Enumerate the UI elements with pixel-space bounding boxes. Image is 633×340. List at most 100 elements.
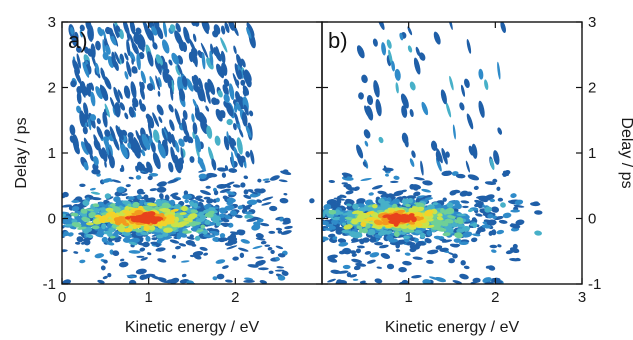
- peak-mark: [178, 243, 187, 247]
- y-tick-label: 2: [588, 80, 596, 97]
- noise-mark: [255, 256, 264, 259]
- noise-mark: [448, 252, 455, 256]
- peak-mark: [426, 230, 433, 236]
- streak-mark: [126, 60, 132, 78]
- streak-mark: [126, 26, 131, 42]
- streak-mark: [246, 22, 255, 37]
- noise-mark: [406, 195, 417, 200]
- peak-mark: [86, 208, 94, 212]
- streak-mark: [177, 63, 183, 76]
- peak-mark: [136, 194, 142, 200]
- peak-mark: [37, 220, 47, 225]
- peak-mark: [199, 246, 208, 251]
- peak-mark: [333, 211, 344, 215]
- streak-mark: [153, 22, 160, 32]
- noise-mark: [269, 175, 280, 181]
- streak-mark: [436, 157, 442, 172]
- peak-mark: [515, 219, 525, 226]
- peak-mark: [194, 235, 201, 241]
- streak-mark: [138, 52, 145, 60]
- streak-mark: [83, 161, 89, 171]
- peak-mark: [322, 220, 328, 225]
- peak-mark: [449, 243, 459, 248]
- streak-mark: [436, 147, 443, 164]
- noise-mark: [351, 253, 357, 257]
- streak-mark: [128, 106, 135, 118]
- peak-mark: [284, 225, 293, 230]
- streak-mark: [415, 46, 421, 57]
- peak-mark: [109, 235, 116, 239]
- streak-mark: [95, 40, 101, 51]
- streak-mark: [139, 86, 145, 100]
- peak-mark: [414, 237, 419, 243]
- noise-mark: [369, 252, 380, 258]
- y-tick-label: 1: [48, 145, 56, 162]
- peak-mark: [471, 237, 478, 243]
- peak-mark: [164, 194, 170, 201]
- noise-mark: [259, 259, 266, 265]
- streak-mark: [169, 24, 176, 32]
- noise-mark: [157, 258, 167, 263]
- noise-mark: [398, 266, 407, 273]
- peak-mark: [51, 196, 60, 202]
- streak-mark: [118, 28, 124, 40]
- peak-mark: [395, 242, 401, 249]
- noise-mark: [128, 250, 141, 254]
- noise-mark: [350, 250, 357, 255]
- streak-mark: [489, 158, 495, 171]
- noise-mark: [356, 245, 365, 249]
- peak-mark: [122, 210, 132, 215]
- streak-mark: [182, 109, 188, 121]
- streak-mark: [97, 26, 104, 37]
- streak-mark: [224, 165, 229, 171]
- streak-mark: [147, 51, 154, 67]
- peak-mark: [128, 241, 138, 246]
- peak-mark: [309, 198, 315, 204]
- peak-mark: [395, 209, 406, 214]
- streak-mark: [362, 161, 367, 168]
- streak-mark: [460, 84, 466, 97]
- streak-mark: [103, 76, 112, 90]
- streak-mark: [191, 47, 198, 57]
- streak-mark: [465, 160, 470, 173]
- peak-mark: [147, 197, 156, 203]
- streak-mark: [185, 31, 190, 40]
- streak-mark: [95, 62, 100, 75]
- peak-mark: [355, 231, 362, 238]
- noise-mark: [147, 252, 152, 256]
- x-tick-label: 0: [58, 289, 66, 306]
- streak-mark: [194, 134, 202, 153]
- peak-mark: [439, 247, 449, 252]
- streak-mark: [440, 89, 447, 105]
- streak-mark: [119, 142, 128, 159]
- noise-mark: [89, 187, 96, 191]
- noise-mark: [395, 249, 401, 252]
- streak-mark: [124, 71, 129, 80]
- streak-mark: [356, 144, 364, 159]
- peak-mark: [146, 202, 157, 207]
- peak-mark: [342, 212, 353, 216]
- peak-mark: [297, 210, 307, 217]
- streak-mark: [361, 74, 368, 84]
- noise-mark: [217, 167, 227, 172]
- peak-mark: [226, 197, 236, 203]
- streak-mark: [161, 39, 170, 54]
- peak-mark: [345, 190, 354, 195]
- peak-mark: [161, 202, 171, 209]
- peak-mark: [453, 200, 460, 206]
- peak-mark: [444, 218, 454, 224]
- x-axis-label-a: Kinetic energy / eV: [125, 319, 260, 336]
- noise-mark: [497, 244, 502, 248]
- streak-mark: [182, 75, 188, 88]
- x-axis-label-b: Kinetic energy / eV: [385, 319, 520, 336]
- streak-mark: [386, 39, 392, 49]
- peak-mark: [224, 242, 234, 246]
- peak-mark: [346, 203, 352, 207]
- streak-mark: [90, 91, 96, 107]
- peak-mark: [399, 218, 409, 223]
- streak-mark: [175, 65, 181, 76]
- y-tick-label: 1: [588, 145, 596, 162]
- noise-mark: [411, 275, 422, 279]
- noise-mark: [374, 278, 383, 284]
- peak-mark: [391, 198, 400, 205]
